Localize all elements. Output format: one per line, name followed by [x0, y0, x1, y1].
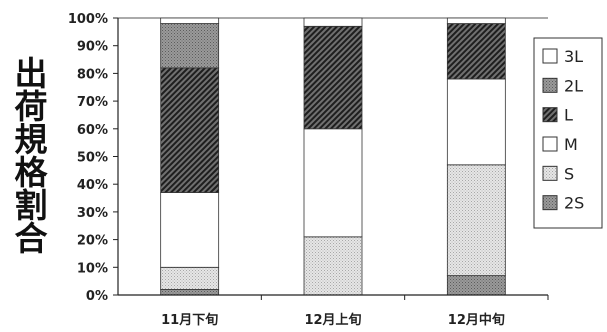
- legend-label-3l: 3L: [564, 47, 583, 66]
- legend-swatch-3l: [542, 48, 558, 64]
- y-tick-label: 40%: [77, 178, 108, 193]
- bar-segment-2l: [160, 23, 220, 69]
- bar-segment-s: [303, 236, 363, 296]
- y-tick-label: 10%: [77, 261, 108, 276]
- bar-segment-l: [303, 25, 363, 130]
- legend-swatch-2s: [542, 195, 558, 211]
- y-tick-label: 100%: [68, 12, 108, 27]
- legend-label-2s: 2S: [564, 194, 584, 213]
- bar-segment-m: [446, 78, 506, 166]
- bar-segment-m: [303, 128, 363, 238]
- y-tick-label: 30%: [77, 206, 108, 221]
- legend: 3L 2L LMS 2S: [533, 37, 603, 229]
- x-tick-label: 11月下旬: [161, 312, 218, 328]
- bar-segment-2s: [160, 289, 220, 296]
- legend-swatch-2l: [542, 77, 558, 93]
- y-tick-label: 80%: [77, 67, 108, 82]
- legend-label-l: L: [564, 106, 573, 125]
- y-tick-label: 50%: [77, 151, 108, 166]
- y-axis-label: 出荷規格割合: [9, 56, 48, 254]
- bar-segment-3l: [160, 17, 220, 24]
- legend-label-s: S: [564, 164, 574, 183]
- bar-segment-l: [446, 23, 506, 80]
- y-tick-label: 90%: [77, 40, 108, 55]
- bar-segment-s: [446, 164, 506, 277]
- y-tick-label: 60%: [77, 123, 108, 138]
- x-tick-label: 12月上旬: [304, 312, 361, 328]
- y-tick-label: 20%: [77, 234, 108, 249]
- bar-segment-l: [160, 67, 220, 193]
- bar-segment-2s: [446, 275, 506, 296]
- legend-swatch-s: [542, 165, 558, 181]
- bar-segment-3l: [303, 17, 363, 27]
- legend-swatch-l: [542, 107, 558, 123]
- bar-segment-3l: [446, 17, 506, 24]
- bar-segment-m: [160, 192, 220, 268]
- legend-label-2l: 2L: [564, 76, 583, 95]
- legend-swatch-m: [542, 136, 558, 152]
- legend-label-m: M: [564, 135, 578, 154]
- y-tick-label: 0%: [86, 289, 108, 304]
- y-tick-label: 70%: [77, 95, 108, 110]
- x-tick-label: 12月中旬: [448, 312, 505, 328]
- bar-segment-s: [160, 266, 220, 290]
